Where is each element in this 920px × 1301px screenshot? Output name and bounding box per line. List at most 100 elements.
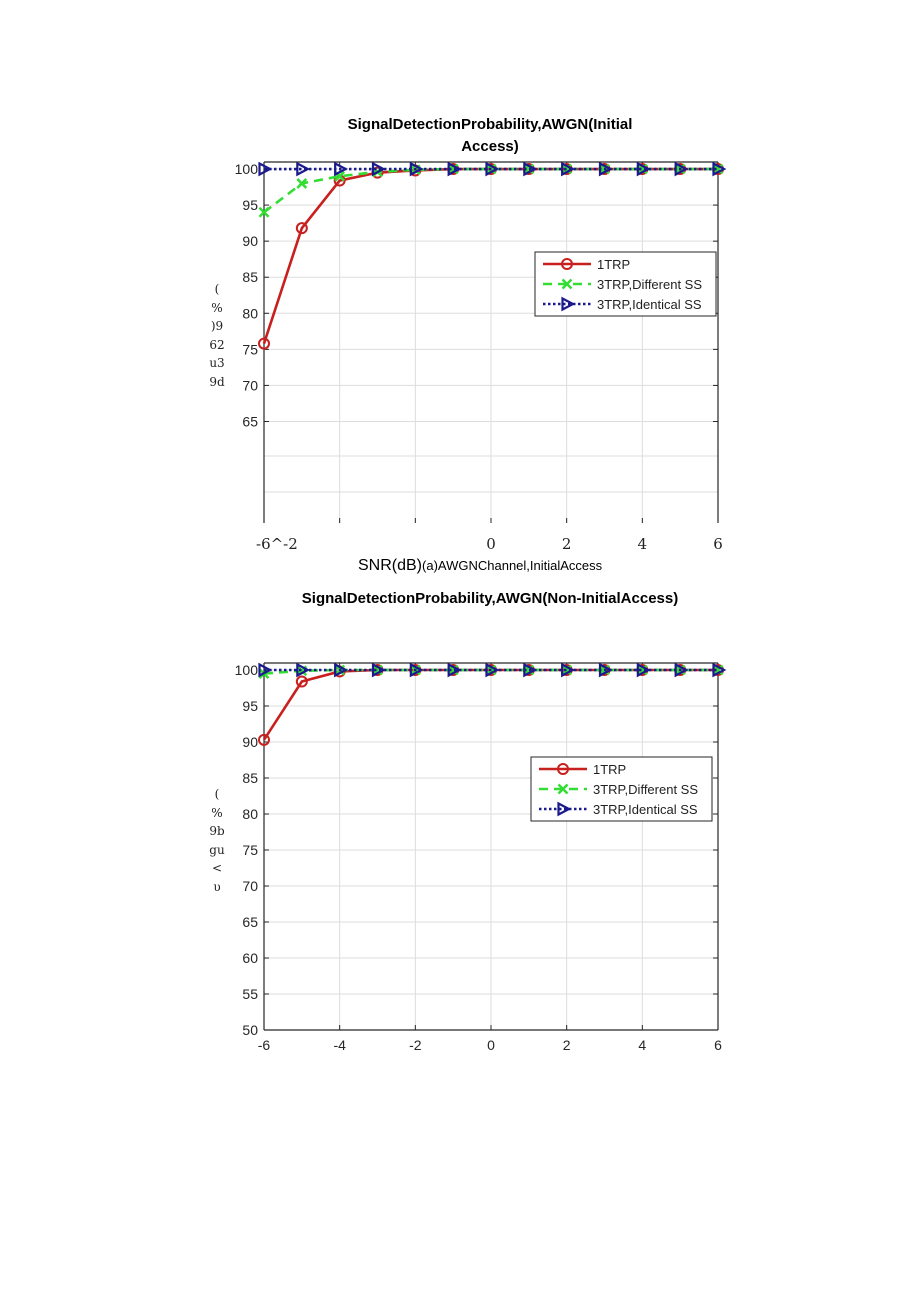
chart1-data-point (561, 163, 573, 175)
chart1-y-tick-label: 90 (242, 233, 258, 249)
chart1-data-point (712, 163, 724, 175)
chart1-legend-label: 1TRP (597, 257, 630, 272)
chart2-data-point (372, 664, 383, 676)
chart2-data-point (523, 664, 535, 676)
chart1-data-point (636, 163, 648, 175)
chart1-data-point (523, 163, 535, 175)
chart2-y-tick-label: 55 (242, 986, 258, 1002)
chart2-x-tick-label: 4 (638, 1037, 646, 1053)
chart1-y-label-char: 9d (209, 374, 225, 389)
chart2-y-tick-label: 70 (242, 878, 258, 894)
chart2-y-tick-label: 85 (242, 770, 258, 786)
chart1-legend-marker (561, 296, 576, 312)
chart2-data-point (561, 662, 576, 678)
chart2-data-point (258, 733, 270, 746)
chart2-data-point (636, 662, 651, 678)
chart1-y-tick-label: 95 (242, 197, 258, 213)
chart1-x-axis-title: SNR(dB) (358, 557, 423, 574)
chart1-data-point (523, 161, 538, 177)
chart1-data-point (258, 206, 270, 218)
chart1-y-label-char: 62 (209, 337, 225, 352)
chart2-data-point (409, 662, 424, 678)
chart2-legend-label: 3TRP,Different SS (593, 782, 698, 797)
chart1-y-label-char: % (211, 300, 223, 315)
chart2-y-axis-label: (% 9b gu < υ (205, 785, 229, 896)
chart1-caption: (a)AWGNChannel,InitialAccess (422, 558, 603, 573)
chart2-data-point (296, 662, 311, 678)
chart1-data-point (674, 161, 689, 177)
chart2-data-point (334, 662, 349, 678)
chart2-data-point (674, 662, 689, 678)
chart1-y-axis-label: (%)9 62 u3 9d (205, 280, 229, 391)
chart2-data-point (371, 662, 386, 678)
chart1-x-tick-label: 4 (638, 535, 648, 553)
chart1-data-point (409, 161, 424, 177)
chart2-data-point (485, 662, 500, 678)
chart2-y-label-char: gu (209, 842, 225, 857)
chart2-y-label-char: υ (213, 879, 221, 894)
chart2-y-tick-label: 90 (242, 734, 258, 750)
chart2-x-tick-label: -6 (258, 1037, 271, 1053)
chart2-data-point (523, 662, 538, 678)
chart1-x-tick-label: 6 (713, 535, 723, 553)
chart2-y-label-char: 9b (209, 824, 225, 838)
chart1-data-point (447, 161, 462, 177)
chart2-x-tick-label: 0 (487, 1037, 495, 1053)
chart2-y-label-char: % (211, 805, 223, 820)
chart2-legend: 1TRP 3TRP,Different SS 3TRP,Identical SS (530, 756, 713, 822)
chart1-y-tick-label: 85 (242, 269, 258, 285)
chart2-data-point (712, 664, 724, 676)
chart1-y-tick-label: 70 (242, 377, 258, 393)
chart2-data-point (636, 664, 648, 676)
chart1-data-point (258, 161, 273, 177)
chart1-data-point (296, 161, 311, 177)
chart2-legend-marker (557, 763, 569, 775)
chart1-x-tick-label: 2 (562, 535, 572, 553)
chart2-y-tick-label: 75 (242, 842, 258, 858)
chart2-x-tick-label: -4 (333, 1037, 346, 1053)
chart2-data-point (561, 664, 573, 676)
chart2-data-point (712, 662, 727, 678)
chart2-data-point (258, 662, 273, 678)
chart1-title: SignalDetectionProbability,AWGN(Initial … (320, 114, 660, 158)
chart2-title: SignalDetectionProbability,AWGN(Non-Init… (301, 590, 679, 607)
chart1-legend-label: 3TRP,Identical SS (597, 297, 702, 312)
chart1-data-point (258, 337, 270, 350)
chart1-y-tick-label: 100 (235, 161, 259, 177)
chart2-data-point (447, 664, 459, 676)
chart1-data-point (371, 161, 386, 177)
chart1-legend-label: 3TRP,Different SS (597, 277, 702, 292)
chart1-data-point (598, 161, 613, 177)
chart1-data-point (561, 161, 576, 177)
chart2-y-tick-label: 50 (242, 1022, 258, 1038)
chart2-data-point (295, 675, 308, 688)
chart2-data-point (598, 662, 613, 678)
chart1-y-tick-label: 65 (242, 413, 258, 429)
chart1-legend: 1TRP 3TRP,Different SS 3TRP,Identical SS (534, 251, 717, 317)
chart2-y-tick-label: 100 (235, 662, 259, 678)
chart1-y-tick-label: 80 (242, 305, 258, 321)
chart2-y-tick-label: 65 (242, 914, 258, 930)
chart1-title-line1: SignalDetectionProbability,AWGN(Initial (347, 116, 633, 133)
chart2-data-point (447, 662, 462, 678)
chart2-legend-marker (557, 783, 569, 795)
chart2-x-tick-label: 2 (563, 1037, 571, 1053)
chart2-x-tick-label: 6 (714, 1037, 722, 1053)
chart2-legend-label: 1TRP (593, 762, 626, 777)
chart1-legend-marker (561, 278, 573, 290)
chart1-x-axis-label: SNR(dB)(a)AWGNChannel,InitialAccess (358, 557, 602, 575)
chart2-y-tick-label: 95 (242, 698, 258, 714)
chart1-legend-marker (561, 258, 573, 270)
chart2-x-tick-label: -2 (409, 1037, 422, 1053)
chart2-y-tick-label: 60 (242, 950, 258, 966)
chart2-legend-marker (557, 801, 572, 817)
chart1-x-tick-label: 0 (486, 535, 496, 553)
chart2-y-tick-label: 80 (242, 806, 258, 822)
chart1-y-label-char: ( (214, 282, 220, 296)
chart1-y-label-char: )9 (210, 319, 224, 333)
chart1-data-point (296, 178, 308, 189)
chart1-data-point (334, 161, 349, 177)
chart2-y-label-char: < (211, 861, 223, 875)
